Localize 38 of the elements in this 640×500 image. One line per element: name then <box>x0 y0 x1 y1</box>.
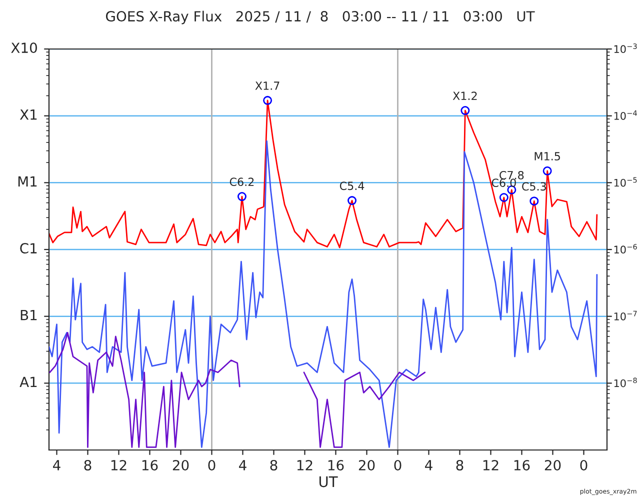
annotation: X1.7 <box>255 82 280 90</box>
x-axis-title: UT <box>319 476 338 488</box>
x-tick-label: 4 <box>425 460 432 470</box>
annotation: C7.8 <box>500 170 524 180</box>
annotation: X1.2 <box>452 92 477 100</box>
y-tick-label: 10$^{−3}$ <box>614 43 637 54</box>
chart-title: GOES X-Ray Flux 2025 / 11 / 8 03:00 -- 11 / 11 03:00 UT <box>106 10 535 24</box>
x-tick-label: 16 <box>328 460 344 470</box>
y-tick-label: 10$^{−5}$ <box>614 177 637 187</box>
x-tick-label: 16 <box>514 460 530 470</box>
x-tick-label: 0 <box>580 460 588 470</box>
text: C1 <box>20 243 37 254</box>
annotation: M1.5 <box>534 152 560 160</box>
x-tick-label: 20 <box>544 460 561 470</box>
x-tick-label: 12 <box>297 460 312 470</box>
y-tick-label: 10$^{−8}$ <box>614 378 637 388</box>
y-tick-label: 10$^{−7}$ <box>614 310 637 320</box>
annotation: C5.3 <box>522 182 546 191</box>
annotation: C5.4 <box>340 182 364 190</box>
x-tick-label: 8 <box>84 460 92 470</box>
text: X10 <box>11 42 37 54</box>
y-tick-label: 10$^{−6}$ <box>614 244 637 254</box>
x-tick-label: 12 <box>483 460 498 470</box>
text: X1 <box>20 110 37 120</box>
x-tick-label: 4 <box>53 460 60 470</box>
x-tick-label: 8 <box>456 460 464 470</box>
text: M1 <box>18 176 37 186</box>
x-tick-label: 0 <box>394 460 402 470</box>
x-tick-label: 12 <box>111 460 126 470</box>
x-tick-label: 0 <box>208 460 216 470</box>
x-tick-label: 4 <box>239 460 246 470</box>
text: B1 <box>20 310 37 320</box>
x-tick-label: 20 <box>358 460 375 470</box>
x-tick-label: 20 <box>172 460 189 470</box>
x-tick-label: 16 <box>142 460 158 470</box>
y-tick-label: 10$^{−4}$ <box>614 110 637 120</box>
x-tick-label: 8 <box>270 460 278 470</box>
text: A1 <box>20 376 37 387</box>
